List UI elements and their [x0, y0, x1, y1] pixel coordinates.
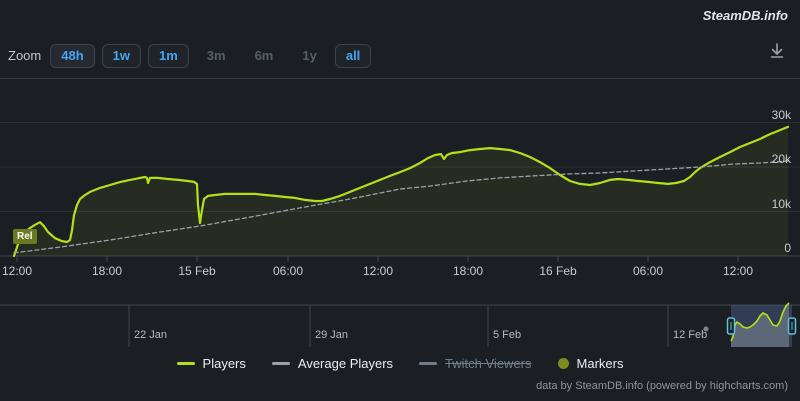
navigator-area-fill	[731, 303, 789, 347]
chart-legend: Players Average Players Twitch Viewers Mark…	[0, 356, 800, 371]
navigator-date-label: 12 Feb	[673, 329, 708, 341]
legend-swatch-line	[271, 362, 290, 365]
legend-swatch-line	[419, 362, 438, 365]
y-axis-label: 30k	[771, 107, 791, 122]
download-icon[interactable]	[768, 42, 786, 60]
zoom-button-48h[interactable]: 48h	[50, 43, 95, 68]
zoom-label: Zoom	[8, 48, 42, 63]
zoom-toolbar: Zoom 48h 1w 1m 3m 6m 1y all	[8, 42, 372, 69]
x-axis-label: 12:00	[722, 264, 754, 278]
navigator-date-label: 29 Jan	[315, 329, 349, 341]
players-area-fill	[14, 126, 788, 257]
average-players-series-line	[13, 160, 789, 254]
x-axis-label: 18:00	[91, 264, 123, 278]
zoom-button-3m: 3m	[196, 44, 237, 68]
legend-item-players[interactable]: Players	[176, 356, 246, 371]
navigator-date-label: 5 Feb	[493, 329, 522, 341]
legend-label: Markers	[576, 356, 624, 371]
release-marker-label: Rel	[17, 231, 33, 242]
y-axis-label: 20k	[771, 152, 791, 166]
credits-link[interactable]: data by SteamDB.info (powered by highcha…	[536, 380, 788, 392]
legend-label: Average Players	[297, 356, 394, 371]
x-axis-label: 18:00	[452, 264, 484, 278]
navigator-point-marker	[703, 326, 709, 332]
x-axis-label: 06:00	[632, 264, 664, 278]
navigator-series-line	[730, 302, 790, 342]
legend-label: Players	[202, 356, 246, 371]
legend-swatch-circle	[557, 358, 569, 369]
zoom-button-6m: 6m	[244, 44, 285, 68]
x-axis-label: 12:00	[362, 264, 394, 278]
legend-item-average-players[interactable]: Average Players	[271, 356, 394, 371]
release-marker-flag[interactable]: Rel	[13, 229, 37, 244]
chart-top-divider	[0, 78, 800, 79]
zoom-button-all[interactable]: all	[334, 43, 372, 68]
x-axis-label: 16 Feb	[539, 264, 577, 278]
x-axis-label: 06:00	[272, 264, 304, 278]
x-axis-label: 12:00	[1, 264, 33, 278]
legend-swatch-line	[176, 362, 195, 365]
y-axis-label: 10k	[771, 196, 791, 211]
legend-item-markers[interactable]: Markers	[557, 356, 624, 371]
y-axis-label: 0	[784, 241, 791, 255]
x-axis-label: 15 Feb	[178, 264, 216, 278]
zoom-button-1y: 1y	[291, 44, 327, 68]
zoom-button-group: 48h 1w 1m 3m 6m 1y all	[50, 43, 372, 68]
brand-title: SteamDB.info	[702, 8, 788, 23]
players-series-line	[12, 125, 790, 258]
zoom-button-1w[interactable]: 1w	[101, 43, 141, 68]
legend-item-twitch-viewers[interactable]: Twitch Viewers	[419, 356, 532, 371]
zoom-button-1m[interactable]: 1m	[147, 43, 189, 68]
legend-label: Twitch Viewers	[445, 356, 532, 371]
navigator-date-label: 22 Jan	[134, 329, 168, 341]
